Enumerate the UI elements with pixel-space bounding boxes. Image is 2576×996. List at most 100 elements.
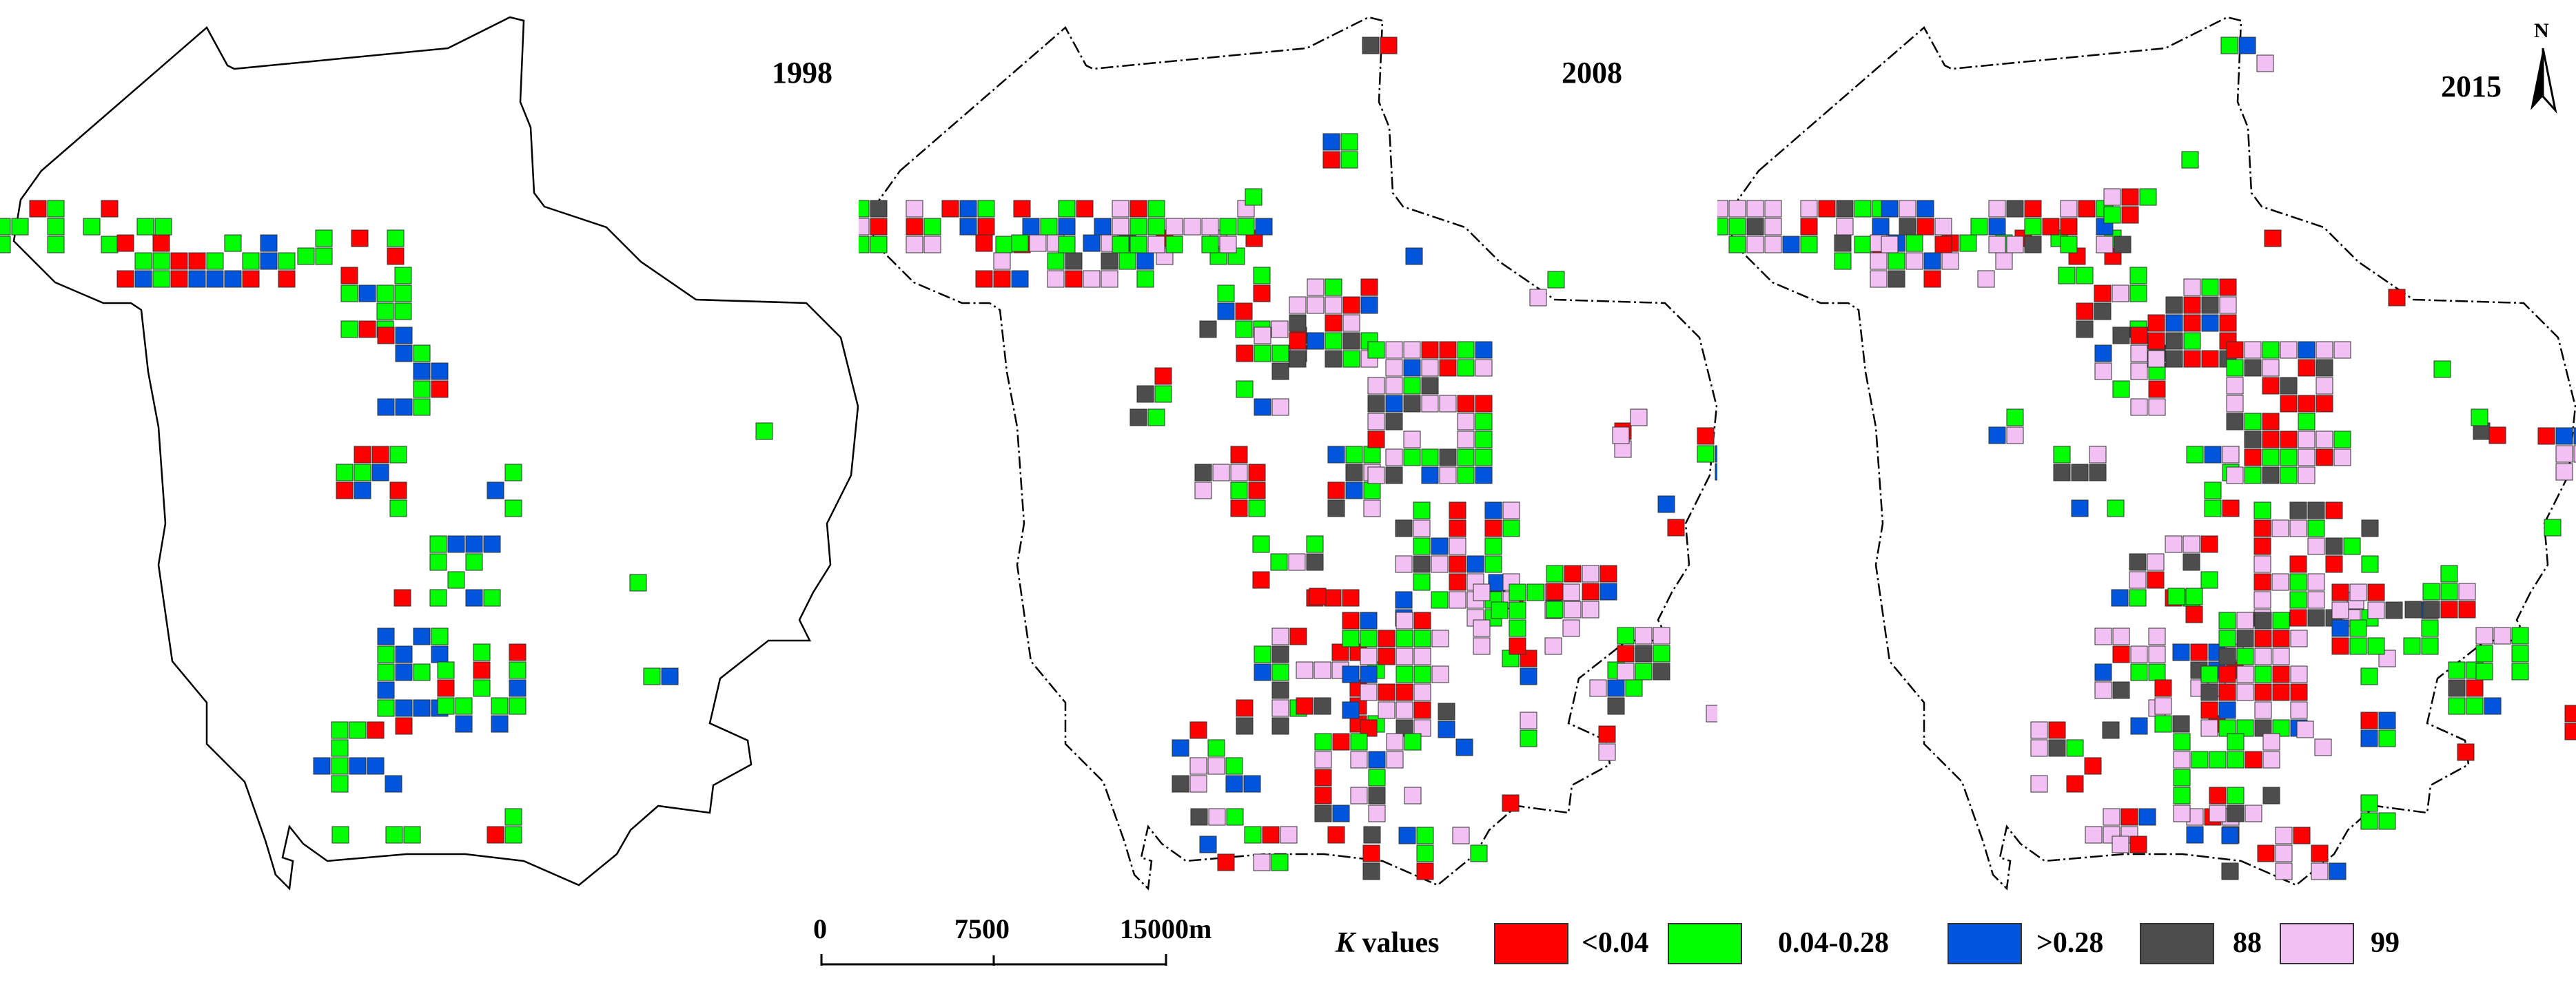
grid-cell [2244, 448, 2262, 466]
grid-cell [315, 229, 333, 247]
grid-cell [1112, 200, 1129, 218]
grid-cell [1995, 252, 2013, 270]
grid-cell [1612, 426, 1630, 444]
grid-cell [2555, 445, 2573, 463]
grid-cell [2147, 332, 2165, 350]
grid-cell [1332, 805, 1350, 822]
grid-cell [1230, 499, 1248, 517]
grid-cell [170, 270, 188, 288]
grid-cell [2448, 679, 2466, 697]
grid-cell [923, 236, 941, 253]
grid-cell [1475, 341, 1493, 359]
grid-cell [2290, 701, 2308, 719]
grid-cell [483, 535, 501, 553]
grid-cell [260, 252, 278, 270]
grid-cell [2094, 284, 2112, 302]
grid-cell [1413, 537, 1431, 555]
grid-cell [1870, 252, 1888, 270]
grid-cell [2219, 314, 2237, 332]
grid-cell [2289, 555, 2307, 573]
grid-cell [2484, 697, 2502, 715]
grid-cell [509, 679, 527, 697]
grid-cell [2094, 362, 2112, 380]
grid-cell [1022, 218, 1040, 236]
grid-cell [2129, 589, 2147, 607]
grid-cell [2448, 661, 2466, 679]
grid-cell [2331, 601, 2349, 619]
grid-cell [152, 270, 170, 288]
grid-cell [2173, 787, 2191, 805]
grid-cell [1340, 151, 1358, 169]
grid-cell [2236, 612, 2254, 630]
grid-cell [0, 236, 11, 253]
grid-cell [1385, 341, 1403, 359]
grid-cell [1457, 448, 1475, 466]
grid-cell [2298, 413, 2316, 430]
grid-cell [509, 643, 527, 661]
grid-cell [1225, 757, 1243, 775]
grid-cell [1413, 683, 1431, 701]
grid-cell [2006, 200, 2024, 218]
grid-cell [2244, 466, 2262, 484]
grid-cell [2253, 519, 2271, 537]
grid-cell [1289, 296, 1307, 314]
grid-cell [2298, 448, 2316, 466]
grid-cell [1403, 448, 1421, 466]
grid-cell [1520, 729, 1537, 747]
grid-cell [2148, 380, 2166, 398]
grid-cell [1342, 589, 1360, 607]
grid-cell [2378, 712, 2396, 729]
grid-cell [2181, 151, 2199, 169]
grid-cell [2066, 739, 2084, 757]
grid-cell [2129, 267, 2147, 284]
grid-cell [2257, 844, 2275, 862]
grid-cell [2314, 738, 2332, 756]
grid-cell [2209, 805, 2227, 822]
grid-cell [2006, 408, 2024, 426]
grid-cell [188, 270, 206, 288]
grid-cell [2186, 446, 2204, 464]
grid-cell [1764, 200, 1782, 218]
grid-cell [1800, 200, 1818, 218]
grid-cell [1398, 827, 1416, 844]
grid-cell [1189, 721, 1207, 739]
grid-cell [2325, 501, 2343, 519]
grid-cell [2173, 805, 2191, 822]
grid-cell [1245, 188, 1263, 206]
grid-cell [1065, 270, 1083, 288]
grid-cell [1360, 719, 1378, 737]
grid-cell [413, 699, 431, 717]
grid-cell [389, 446, 407, 464]
grid-cell [1307, 278, 1325, 296]
grid-cell [1413, 555, 1431, 573]
grid-cell [2403, 637, 2421, 655]
grid-cell [2349, 637, 2367, 655]
grid-cell [1314, 733, 1332, 751]
grid-cell [224, 234, 242, 252]
grid-cell [2245, 751, 2262, 769]
grid-cell [1509, 637, 1526, 655]
grid-cell [1403, 377, 1421, 395]
grid-cell [1172, 739, 1189, 757]
grid-cell [2511, 627, 2529, 645]
grid-cell [2096, 236, 2114, 253]
grid-cell [2204, 446, 2222, 464]
grid-cell [1363, 481, 1381, 499]
grid-cell [1564, 601, 1582, 619]
grid-cell [2307, 573, 2325, 591]
grid-cell [1782, 236, 1800, 253]
grid-cell [487, 826, 504, 844]
grid-cell [1746, 200, 1764, 218]
grid-cell [2236, 665, 2254, 683]
grid-cell [1058, 218, 1076, 236]
grid-cell [1244, 826, 1262, 844]
grid-cell [1271, 717, 1289, 735]
grid-cell [2130, 663, 2148, 681]
grid-cell [2183, 296, 2201, 314]
grid-cell [2311, 862, 2329, 880]
grid-cell [2218, 612, 2236, 630]
grid-cell [2475, 663, 2493, 681]
grid-cell [1254, 663, 1271, 681]
grid-cell [2222, 446, 2240, 464]
grid-cell [2120, 808, 2138, 826]
